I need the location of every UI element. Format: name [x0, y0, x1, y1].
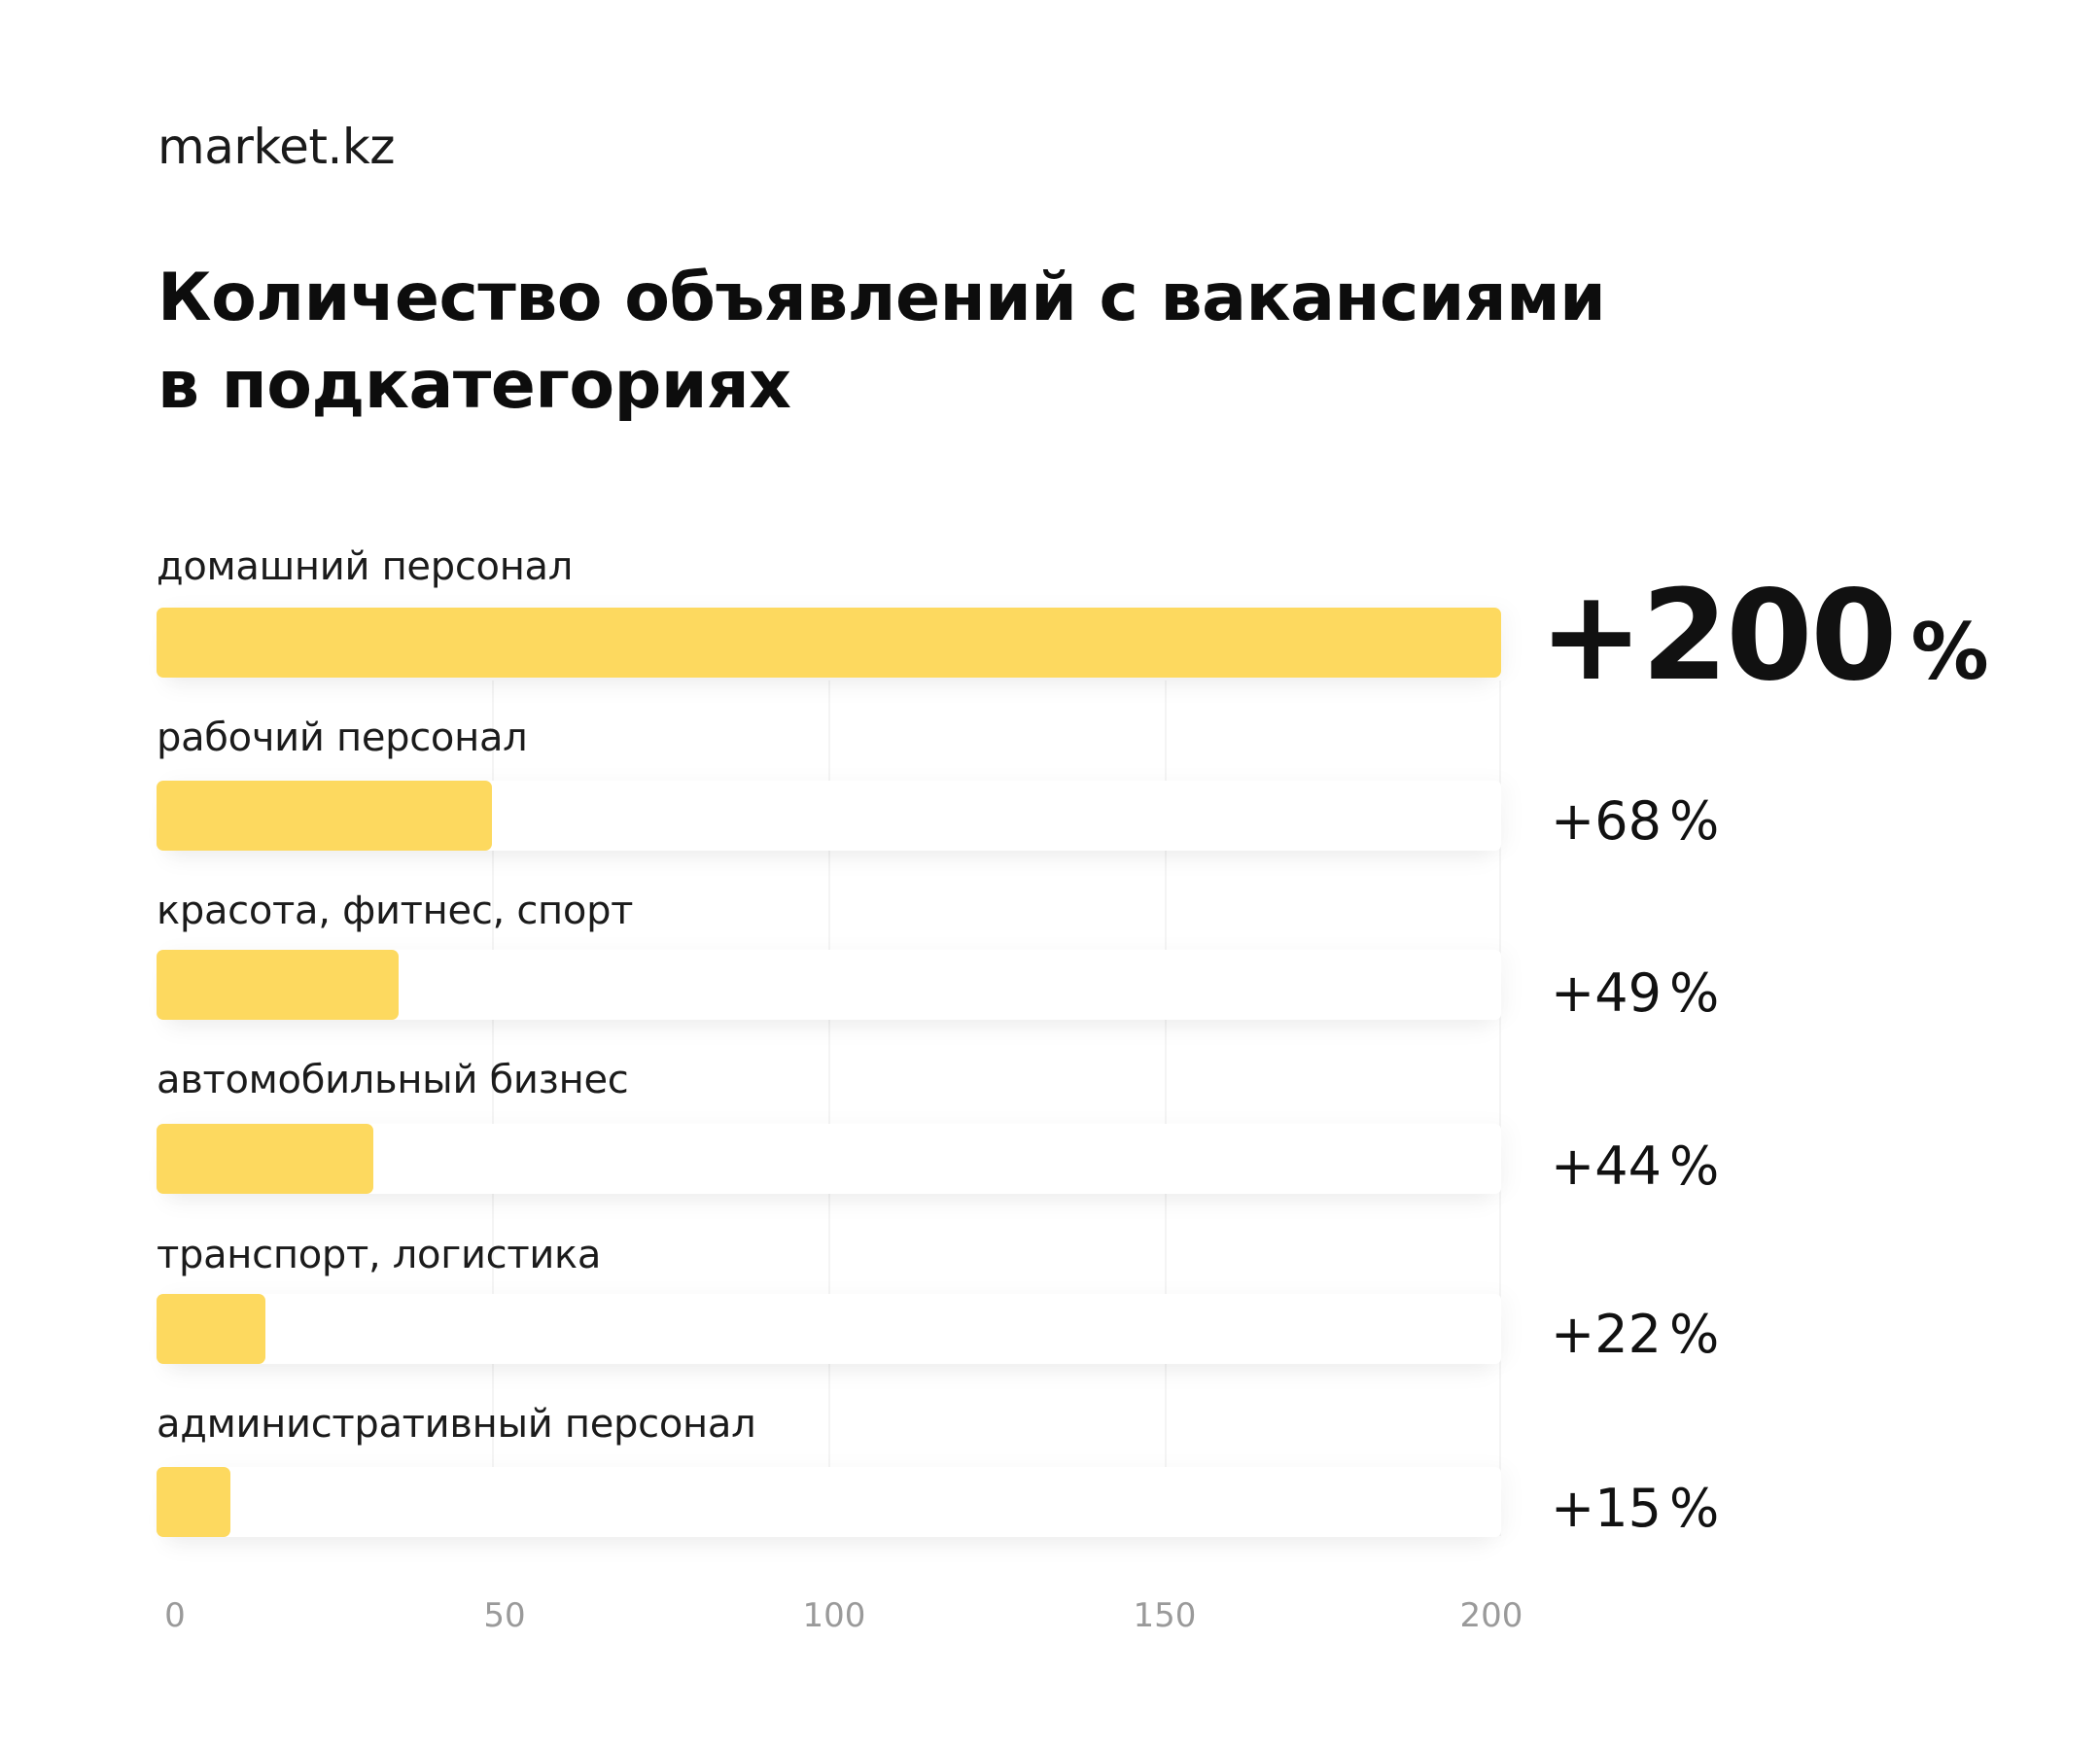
gridline-100 [828, 681, 830, 1536]
chart-title: Количество объявлений с вакансиями в под… [158, 255, 1616, 430]
axis-tick: 200 [1459, 1596, 1523, 1635]
category-label: рабочий персонал [157, 716, 528, 760]
axis-tick: 150 [1133, 1596, 1197, 1635]
value-unit: % [1668, 1304, 1720, 1365]
bar [157, 608, 1501, 678]
value-number: +22 [1551, 1304, 1662, 1365]
bar-track [157, 1294, 1501, 1364]
bar [157, 1467, 230, 1537]
brand-logo: market.kz [158, 119, 396, 175]
bar-chart: домашний персонал +200% рабочий персонал… [157, 544, 1989, 1635]
category-label: автомобильный бизнес [157, 1058, 629, 1102]
chart-title-line-1: Количество объявлений с вакансиями [158, 260, 1606, 336]
category-label: административный персонал [157, 1402, 756, 1447]
category-label: красота, фитнес, спорт [157, 889, 634, 933]
bar [157, 781, 492, 851]
category-label: транспорт, логистика [157, 1233, 602, 1277]
value-unit: % [1910, 607, 1988, 697]
value-number: +200 [1539, 564, 1897, 709]
bar-track [157, 608, 1501, 678]
category-label: домашний персонал [157, 544, 574, 589]
gridline-50 [492, 681, 494, 1536]
value-unit: % [1668, 790, 1720, 852]
value-number: +68 [1551, 790, 1662, 852]
axis-tick: 100 [802, 1596, 866, 1635]
bar [157, 1294, 265, 1364]
value-label: +68% [1551, 790, 1719, 852]
value-label: +22% [1551, 1304, 1719, 1365]
gridline-200 [1499, 681, 1501, 1536]
axis-tick: 0 [164, 1596, 186, 1635]
value-number: +49 [1551, 962, 1662, 1024]
value-unit: % [1668, 1478, 1720, 1539]
bar [157, 950, 399, 1020]
value-number: +15 [1551, 1478, 1662, 1539]
value-label: +15% [1551, 1478, 1719, 1539]
bar-track [157, 950, 1501, 1020]
bar-track [157, 1467, 1501, 1537]
bar-track [157, 781, 1501, 851]
chart-title-line-2: в подкатегориях [158, 347, 791, 424]
value-label: +49% [1551, 962, 1719, 1024]
bar-track [157, 1124, 1501, 1194]
value-label: +44% [1551, 1135, 1719, 1197]
bar [157, 1124, 373, 1194]
gridline-150 [1165, 681, 1167, 1536]
value-label: +200% [1539, 564, 1989, 709]
axis-tick: 50 [483, 1596, 526, 1635]
value-unit: % [1668, 962, 1720, 1024]
value-unit: % [1668, 1135, 1720, 1197]
value-number: +44 [1551, 1135, 1662, 1197]
